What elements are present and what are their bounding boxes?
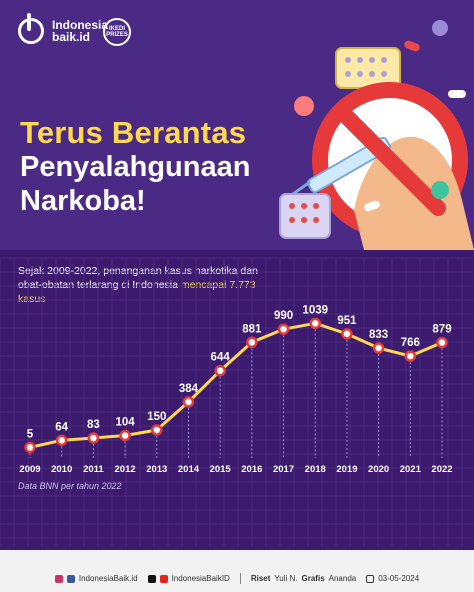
data-label: 150	[147, 411, 166, 423]
title-line1: Terus Berantas	[20, 115, 247, 150]
x-tick-label: 2013	[146, 464, 167, 475]
data-label: 833	[369, 329, 388, 341]
x-tick-label: 2017	[273, 464, 294, 475]
pill-pack-icon	[335, 47, 401, 89]
data-label: 766	[401, 337, 420, 349]
pill-pack-icon	[279, 193, 331, 239]
data-point	[24, 441, 36, 454]
brand-name-line1: Indonesia	[52, 18, 109, 32]
data-label: 990	[274, 310, 293, 322]
data-point	[372, 342, 385, 354]
data-point	[87, 432, 100, 444]
round-pill-icon	[294, 96, 314, 116]
round-pill-icon	[432, 20, 448, 36]
data-label: 879	[432, 324, 451, 336]
youtube-icon	[159, 574, 168, 583]
capsule-icon	[448, 90, 466, 98]
data-point	[246, 336, 258, 349]
title-line2: Penyalahgunaan	[20, 151, 251, 183]
data-label: 644	[211, 352, 231, 364]
syringe-icon	[306, 136, 392, 194]
x-tick-label: 2018	[305, 464, 326, 475]
facebook-icon	[66, 574, 75, 583]
graphic-label: Grafis	[301, 574, 325, 583]
data-label: 104	[115, 417, 135, 429]
prohibition-slash	[334, 104, 446, 216]
graphic-name: Ananda	[328, 574, 357, 583]
data-label: 951	[337, 315, 357, 327]
data-label: 384	[179, 383, 199, 395]
footer-divider	[239, 573, 241, 584]
page-title: Terus Berantas Penyalahgunaan Narkoba!	[20, 116, 250, 218]
intro-highlight: mencapai 7.773 kasus	[18, 279, 256, 305]
research-name: Yuli N.	[274, 574, 298, 583]
data-point	[214, 364, 226, 377]
data-label: 64	[55, 421, 68, 433]
x-tick-label: 2020	[368, 464, 389, 475]
brand-name-line2: baik.id	[52, 30, 91, 44]
x-icon	[147, 574, 156, 583]
data-point	[151, 424, 163, 436]
footer: IndonesiaBaik.id IndonesiaBaikID Riset Y…	[0, 550, 474, 592]
data-point	[436, 336, 448, 349]
case-trend-line-chart: 5 64 83 104 150 384 644 881 990 1039 951 833 766 879 2…	[0, 257, 474, 546]
x-tick-label: 2021	[400, 464, 422, 475]
data-label: 5	[27, 428, 34, 440]
x-tick-label: 2016	[241, 464, 262, 475]
round-pill-icon	[431, 181, 449, 199]
indonesiabaik-logo-icon	[18, 13, 44, 44]
footer-handle-2: IndonesiaBaikID	[171, 574, 230, 583]
x-tick-label: 2019	[336, 464, 357, 475]
data-label: 83	[87, 419, 100, 431]
award-badge: IKEDI PRIZES	[103, 18, 131, 46]
data-point	[182, 396, 195, 408]
data-label: 881	[242, 323, 262, 335]
data-point	[277, 323, 290, 335]
x-tick-label: 2015	[210, 464, 232, 475]
data-point	[309, 317, 321, 330]
capsule-icon	[404, 40, 420, 52]
data-point	[404, 350, 417, 362]
title-line3: Narkoba!	[20, 185, 146, 217]
capsule-icon	[364, 200, 380, 212]
anti-drug-illustration	[279, 20, 474, 250]
footer-date: 03-05-2024	[378, 574, 420, 583]
research-label: Riset	[250, 574, 271, 583]
pill-pack-dots	[345, 57, 387, 77]
calendar-icon	[366, 574, 375, 583]
data-point	[341, 328, 353, 340]
instagram-icon	[54, 574, 63, 583]
x-tick-label: 2014	[178, 464, 200, 475]
x-tick-label: 2009	[19, 464, 40, 475]
data-label: 1039	[302, 304, 328, 316]
data-point	[119, 429, 131, 442]
footer-handle-1: IndonesiaBaik.id	[78, 574, 138, 583]
x-tick-label: 2011	[83, 464, 104, 475]
x-tick-label: 2012	[115, 464, 136, 475]
source-note: Data BNN per tahun 2022	[18, 481, 122, 491]
hero-section: Indonesia baik.id IKEDI PRIZES Terus Ber…	[0, 0, 474, 250]
brand-logo: Indonesia baik.id	[18, 13, 109, 44]
data-point	[55, 434, 68, 447]
x-tick-label: 2022	[431, 464, 452, 475]
x-tick-label: 2010	[51, 464, 72, 475]
footer-credits: IndonesiaBaik.id IndonesiaBaikID Riset Y…	[0, 573, 474, 584]
